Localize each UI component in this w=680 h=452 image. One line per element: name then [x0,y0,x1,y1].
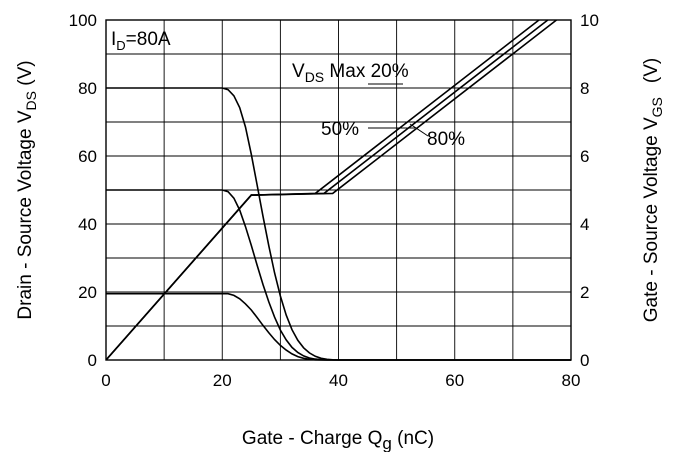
x-tick-label: 40 [329,371,348,390]
y-right-tick-label: 6 [580,147,589,166]
vgs-curve-5 [105,19,557,361]
annotation-vds-max-20: VDS Max 20% [292,61,409,85]
annotation-50: 50% [321,119,359,140]
plot-frame [105,19,572,361]
condition-label: ID=80A [111,29,171,53]
curves-group [105,19,571,361]
y-right-axis-title: Gate - Source Voltage VGS(V) [641,58,665,322]
y-left-tick-label: 80 [78,79,97,98]
y-right-tick-label: 4 [580,215,589,234]
y-left-tick-label: 60 [78,147,97,166]
y-right-tick-label: 8 [580,79,589,98]
y-left-axis-title: Drain - Source Voltage VDS (V) [15,60,39,319]
y-right-tick-label: 10 [580,11,599,30]
y-right-tick-label: 0 [580,351,589,370]
x-axis-title: Gate - Charge Qg (nC) [242,428,434,452]
x-tick-label: 60 [445,371,464,390]
vds-curve-0 [106,87,571,361]
y-left-tick-label: 0 [88,351,97,370]
x-tick-label: 80 [562,371,581,390]
y-left-tick-label: 40 [78,215,97,234]
annotation-80: 80% [427,129,465,150]
y-left-tick-label: 100 [69,11,97,30]
y-left-tick-label: 20 [78,283,97,302]
x-tick-label: 0 [101,371,110,390]
x-tick-label: 20 [213,371,232,390]
y-right-tick-label: 2 [580,283,589,302]
leader-80 [409,123,429,137]
